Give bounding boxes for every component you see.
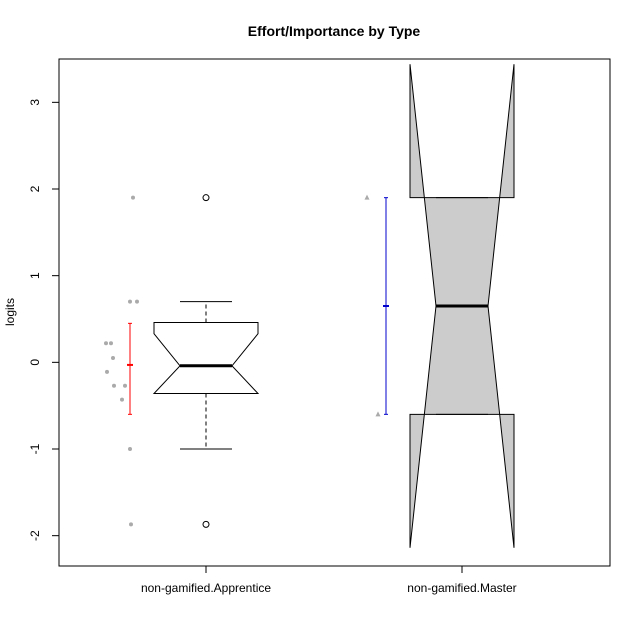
raw-data-point: [128, 447, 132, 451]
raw-data-point: [111, 356, 115, 360]
raw-data-point: [120, 397, 124, 402]
raw-data-point: [135, 299, 139, 304]
raw-data-point: [104, 341, 108, 346]
x-tick-label: non-gamified.Apprentice: [141, 581, 271, 595]
y-axis-label: logits: [3, 298, 17, 326]
y-tick-label: 1: [28, 272, 42, 279]
y-tick-label: 0: [28, 359, 42, 366]
y-tick-label: -2: [28, 530, 42, 541]
chart-title: Effort/Importance by Type: [248, 23, 421, 39]
box-body: [152, 321, 260, 395]
y-tick-label: 2: [28, 185, 42, 192]
raw-data-point: [131, 195, 135, 200]
x-tick-label: non-gamified.Master: [407, 581, 516, 595]
raw-data-point: [112, 383, 116, 388]
raw-data-point: [375, 411, 381, 417]
raw-data-point: [109, 341, 113, 346]
raw-data-point: [123, 383, 127, 388]
raw-data-point: [105, 369, 109, 374]
outlier-point: [202, 194, 210, 202]
raw-data-point: [128, 299, 132, 304]
outlier-point: [202, 520, 210, 528]
plot-frame: [58, 58, 611, 567]
raw-data-point: [129, 522, 133, 527]
y-tick-label: 3: [28, 99, 42, 106]
plot-area: -2 -1 0 1 2 3 non-gamified.Apprentice non-gamif…: [28, 58, 611, 595]
y-tick-label: -1: [28, 443, 42, 454]
raw-data-point: [364, 194, 370, 200]
